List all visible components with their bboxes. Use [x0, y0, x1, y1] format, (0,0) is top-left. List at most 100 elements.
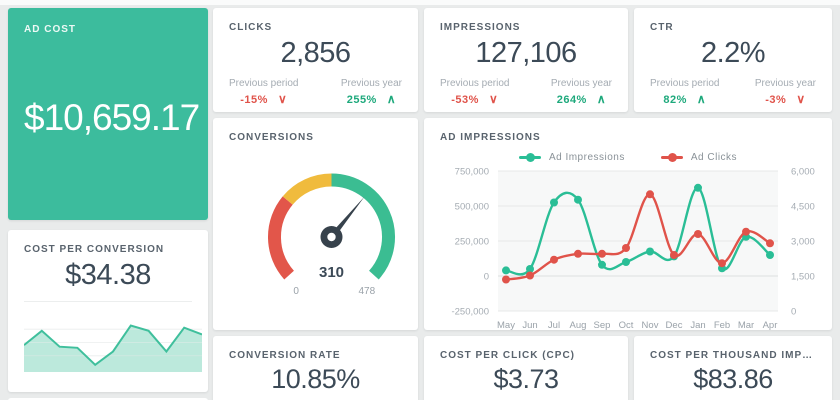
chevron-icon: ∧ [596, 92, 607, 107]
previous-period-block: Previous period -53% ∨ [440, 78, 509, 106]
chart-legend: Ad Impressions Ad Clicks [440, 149, 816, 165]
previous-year-change: 255% ∧ [341, 92, 402, 106]
ad-cost-card[interactable]: AD COST $10,659.17 [8, 8, 208, 220]
previous-year-change: 264% ∧ [551, 92, 612, 106]
card-title: CTR [650, 22, 674, 33]
cost-per-click-card[interactable]: COST PER CLICK (CPC) $3.73 Previous peri… [424, 336, 628, 400]
previous-period-change: 82% ∧ [650, 92, 719, 106]
ad-cost-value: $10,659.17 [24, 97, 200, 138]
svg-text:Nov: Nov [642, 320, 659, 331]
cost-per-conversion-sparkline [23, 310, 203, 373]
line-series-marker-icon [660, 152, 683, 162]
svg-text:Jul: Jul [548, 320, 560, 331]
card-title: AD IMPRESSIONS [440, 132, 541, 143]
svg-text:4,500: 4,500 [791, 202, 815, 213]
chevron-icon: ∨ [796, 92, 806, 107]
ctr-card[interactable]: CTR 2.2% Previous period 82% ∧ Previous y… [634, 8, 832, 112]
svg-text:Apr: Apr [763, 320, 778, 331]
svg-text:-250,000: -250,000 [451, 307, 489, 318]
ad-impressions-plot: 750,000 6,000 500,000 4,500 250,000 3,000 0 1,5… [440, 167, 816, 337]
svg-text:Sep: Sep [594, 320, 611, 331]
previous-year-label: Previous year [340, 78, 402, 90]
change-value: -15% [240, 94, 268, 107]
cost-per-conversion-card[interactable]: COST PER CONVERSION $34.38 [8, 230, 208, 392]
cost-per-thousand-impressions-card[interactable]: COST PER THOUSAND IMPRESSIO... $83.86 Pr… [634, 336, 832, 400]
svg-text:0: 0 [293, 286, 299, 297]
previous-period-block: Previous period -15% ∨ [229, 78, 298, 106]
previous-period-label: Previous period [650, 78, 720, 90]
clicks-card[interactable]: CLICKS 2,856 Previous period -15% ∨ Previ… [213, 8, 418, 112]
card-title: CONVERSION RATE [229, 350, 341, 361]
legend-label: Ad Impressions [548, 151, 625, 163]
card-title: CLICKS [229, 22, 273, 33]
svg-text:Feb: Feb [714, 320, 730, 331]
impressions-card[interactable]: IMPRESSIONS 127,106 Previous period -53%… [424, 8, 628, 112]
previous-period-change: -15% ∨ [229, 92, 298, 106]
previous-period-block: Previous period 82% ∧ [650, 78, 719, 106]
svg-text:Oct: Oct [619, 320, 634, 331]
conversions-card[interactable]: CONVERSIONS 0 478 310 [213, 118, 418, 330]
chevron-icon: ∧ [386, 92, 397, 107]
cost-per-thousand-impressions-value: $83.86 [693, 364, 773, 394]
previous-year-block: Previous year 255% ∧ [341, 78, 402, 106]
svg-text:May: May [497, 320, 515, 331]
svg-text:0: 0 [484, 272, 489, 283]
card-title: COST PER CLICK (CPC) [440, 350, 575, 361]
svg-text:Aug: Aug [570, 320, 587, 331]
clicks-value: 2,856 [280, 37, 351, 69]
svg-text:478: 478 [359, 286, 376, 297]
legend-item-ad-impressions[interactable]: Ad Impressions [518, 151, 625, 163]
comparison-row: Previous period 82% ∧ Previous year -3% ∨ [650, 78, 816, 106]
cost-per-conversion-value: $34.38 [65, 259, 151, 291]
previous-year-block: Previous year -3% ∨ [755, 78, 816, 106]
previous-period-label: Previous period [229, 78, 299, 90]
svg-text:310: 310 [319, 264, 344, 281]
divider [24, 301, 192, 303]
ctr-value: 2.2% [700, 37, 766, 69]
previous-period-label: Previous period [440, 78, 510, 90]
previous-year-change: -3% ∨ [755, 92, 816, 106]
ad-impressions-chart-card[interactable]: AD IMPRESSIONS Ad Impressions Ad Clicks … [424, 118, 832, 331]
cost-per-click-value: $3.73 [493, 364, 559, 394]
card-title: IMPRESSIONS [440, 22, 521, 33]
previous-year-block: Previous year 264% ∧ [551, 78, 612, 106]
legend-label: Ad Clicks [690, 151, 738, 163]
conversion-rate-card[interactable]: CONVERSION RATE 10.85% Previous period P… [213, 336, 418, 400]
card-title: CONVERSIONS [229, 132, 314, 143]
previous-period-change: -53% ∨ [440, 92, 509, 106]
chevron-icon: ∧ [696, 92, 707, 107]
svg-text:0: 0 [791, 307, 796, 318]
chevron-icon: ∨ [277, 92, 288, 107]
card-title: COST PER CONVERSION [24, 244, 165, 255]
chevron-icon: ∨ [488, 92, 499, 107]
svg-text:250,000: 250,000 [455, 237, 489, 248]
change-value: 255% [346, 94, 377, 107]
clipped-card-bottom-left [8, 398, 208, 400]
change-value: 82% [663, 94, 687, 107]
previous-year-label: Previous year [550, 78, 612, 90]
change-value: -3% [765, 94, 787, 107]
svg-text:1,500: 1,500 [791, 272, 815, 283]
svg-text:Jan: Jan [690, 320, 705, 331]
svg-text:6,000: 6,000 [791, 167, 815, 178]
change-value: -53% [451, 94, 479, 107]
svg-text:750,000: 750,000 [455, 167, 489, 178]
conversion-rate-value: 10.85% [271, 364, 360, 394]
comparison-row: Previous period -53% ∨ Previous year 264%… [440, 78, 612, 106]
clipped-row-top [0, 0, 840, 5]
card-title: COST PER THOUSAND IMPRESSIO... [650, 350, 816, 361]
conversions-gauge: 0 478 310 [229, 157, 402, 309]
svg-text:500,000: 500,000 [455, 202, 489, 213]
change-value: 264% [556, 94, 587, 107]
line-series-marker-icon [518, 152, 541, 162]
svg-text:Dec: Dec [666, 320, 683, 331]
previous-year-label: Previous year [754, 78, 816, 90]
svg-text:Jun: Jun [522, 320, 537, 331]
card-title: AD COST [24, 24, 76, 35]
impressions-value: 127,106 [475, 37, 577, 69]
svg-text:Mar: Mar [738, 320, 754, 331]
legend-item-ad-clicks[interactable]: Ad Clicks [660, 151, 738, 163]
comparison-row: Previous period -15% ∨ Previous year 255%… [229, 78, 402, 106]
svg-text:3,000: 3,000 [791, 237, 815, 248]
